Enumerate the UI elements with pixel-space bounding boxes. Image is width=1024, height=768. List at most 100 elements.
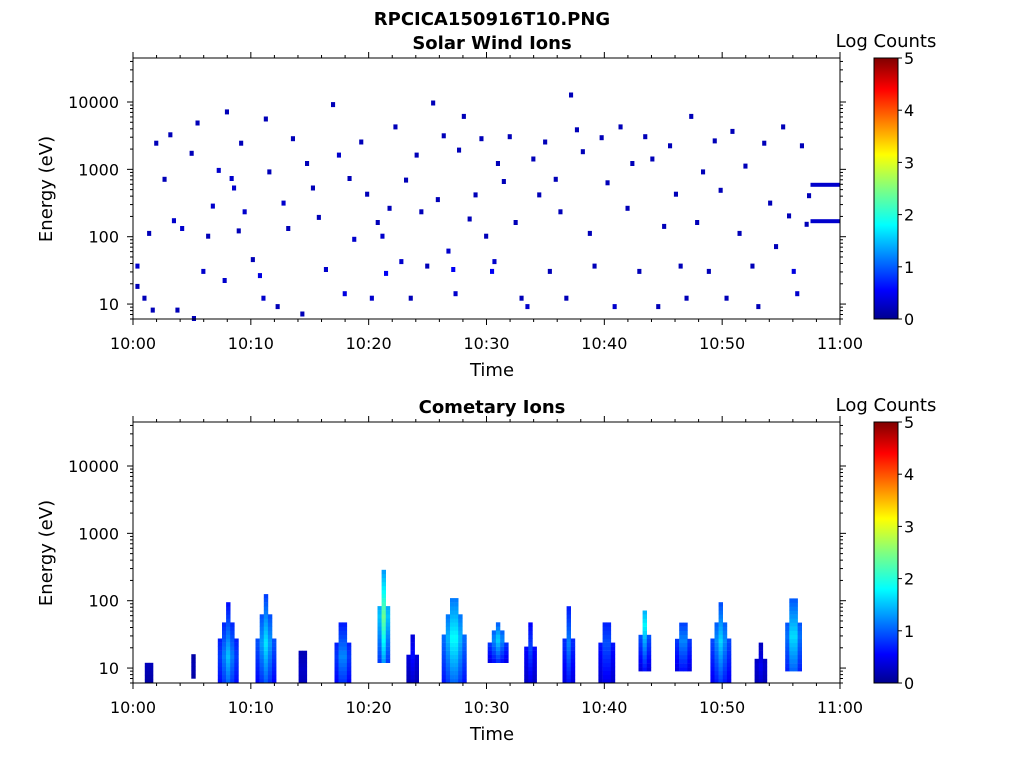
heat-cell [381, 598, 386, 603]
heat-cell [342, 662, 348, 668]
heat-cell [410, 654, 415, 659]
heat-cell [267, 638, 273, 643]
heat-cell [528, 650, 533, 655]
heat-cell [410, 666, 415, 672]
heat-cell [263, 594, 269, 599]
heat-cell [598, 642, 603, 647]
heat-cell [566, 634, 571, 639]
heat-cell [714, 638, 719, 643]
heat-cell [473, 192, 478, 198]
heat-cell [642, 634, 647, 640]
heat-cell [668, 143, 673, 149]
heat-cell [267, 630, 273, 635]
heat-cell [450, 650, 455, 655]
heat-cell [230, 630, 235, 635]
heat-cell [414, 654, 419, 659]
heat-cell [263, 606, 269, 611]
heat-cell [528, 634, 533, 639]
heat-cell [458, 622, 463, 627]
heat-cell [226, 654, 231, 659]
heat-cell [147, 230, 152, 236]
heat-cell [754, 670, 759, 676]
heat-cell [338, 666, 343, 672]
heat-cell [495, 630, 501, 635]
heat-cell [487, 642, 493, 647]
panel1-frame [132, 57, 841, 320]
heat-cell [528, 662, 533, 668]
heat-cell [758, 654, 764, 659]
heat-cell [458, 614, 463, 619]
heat-cell [602, 630, 607, 635]
heat-cell [144, 674, 150, 680]
heat-cell [606, 622, 612, 627]
heat-cell [504, 642, 509, 647]
heat-cell [210, 203, 215, 209]
heat-cell [414, 152, 419, 158]
heat-cell [454, 618, 459, 623]
heat-cell [414, 658, 419, 664]
heat-cell [272, 650, 277, 655]
heat-cell [462, 646, 467, 651]
heat-cell [566, 650, 571, 655]
heat-cell [334, 662, 339, 668]
heat-cell [785, 663, 790, 668]
panel1-colorbar [873, 57, 899, 320]
heat-cell [797, 663, 802, 668]
heat-cell [718, 614, 723, 619]
heat-cell [570, 658, 576, 664]
y-tick-label: 10000 [68, 93, 119, 112]
heat-cell [263, 116, 268, 122]
heat-cell [754, 674, 759, 680]
heat-cell [793, 650, 798, 656]
heat-cell [222, 674, 227, 680]
heat-cell [484, 233, 489, 239]
heat-cell [458, 679, 463, 684]
heat-cell [569, 92, 574, 98]
heat-cell [171, 218, 176, 224]
heat-cell [532, 650, 537, 655]
heat-cell [524, 662, 529, 668]
x-tick-label: 10:20 [346, 334, 392, 353]
heat-cell [524, 654, 529, 659]
heat-cell [754, 679, 759, 684]
heat-cell [305, 161, 310, 166]
heat-cell [602, 679, 607, 684]
heat-cell [272, 674, 277, 680]
heat-cell [642, 655, 647, 660]
heat-cell [453, 291, 458, 297]
heat-cell [566, 630, 571, 635]
heat-cell [722, 666, 728, 672]
heat-cell [683, 646, 688, 652]
heat-cell [381, 626, 386, 631]
heat-cell [217, 642, 223, 647]
heat-cell [222, 646, 227, 651]
heat-cell [491, 658, 497, 663]
heat-cell [435, 197, 440, 203]
heat-cell [191, 662, 196, 667]
heat-cell [679, 663, 684, 668]
heat-cell [263, 634, 269, 639]
heat-cell [718, 650, 723, 655]
heat-cell [528, 679, 533, 684]
heat-cell [226, 606, 231, 611]
heat-cell [267, 626, 273, 631]
heat-cell [797, 659, 802, 664]
heat-cell [385, 646, 391, 651]
heat-cell [406, 658, 411, 664]
heat-cell [646, 655, 652, 660]
heat-cell [566, 658, 571, 664]
colorbar-tick-label: 2 [904, 206, 914, 225]
heat-cell [263, 666, 269, 672]
heat-cell [148, 670, 154, 676]
heat-cell [675, 642, 680, 648]
heat-cell [377, 646, 382, 651]
heat-cell [566, 670, 571, 676]
heat-cell [524, 670, 529, 676]
colorbar-tick-label: 5 [904, 413, 914, 432]
heat-cell [259, 679, 265, 684]
heat-cell [217, 670, 223, 676]
heat-cell [566, 618, 571, 623]
heat-cell [148, 662, 154, 668]
heat-cell [726, 646, 732, 651]
heat-cell [267, 662, 273, 668]
